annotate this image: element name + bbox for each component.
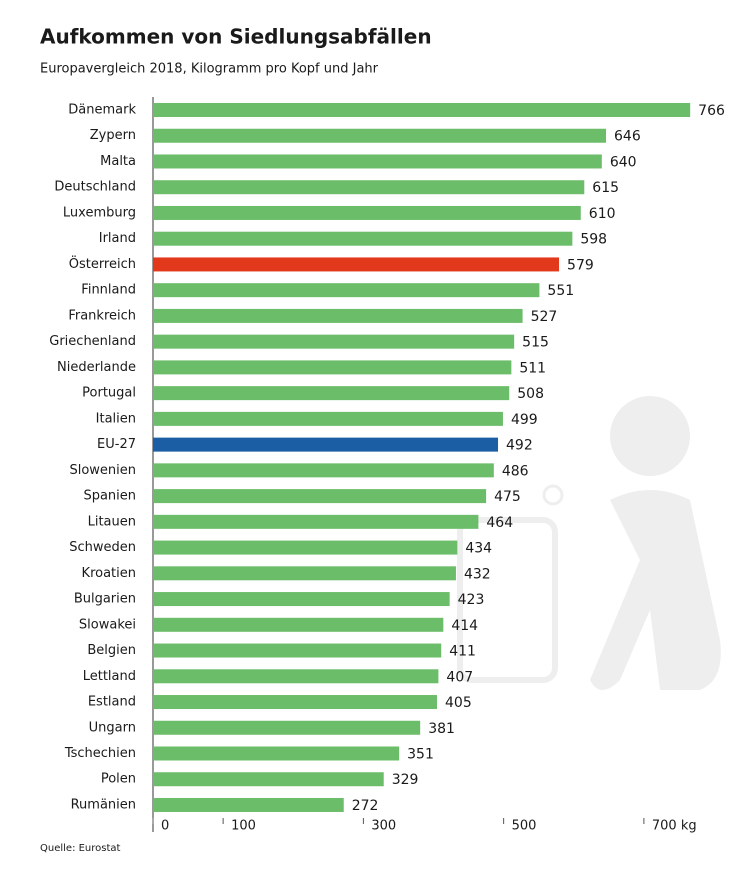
bar (153, 412, 503, 426)
bar (153, 644, 441, 658)
value-label: 434 (465, 541, 492, 557)
y-tick-label: Bulgarien (74, 592, 136, 607)
value-label: 511 (519, 360, 546, 376)
value-label: 640 (610, 154, 637, 170)
y-tick-label: EU-27 (97, 437, 136, 452)
y-tick-label: Zypern (90, 128, 136, 143)
value-label: 551 (547, 283, 574, 299)
value-label: 407 (446, 669, 473, 685)
y-tick-label: Irland (99, 231, 136, 246)
bar (153, 283, 539, 297)
y-tick-label: Belgien (87, 643, 136, 658)
bar (153, 360, 511, 374)
y-tick-label: Slowakei (79, 617, 136, 632)
y-tick-label: Luxemburg (63, 205, 136, 220)
x-tick-label: 500 (512, 819, 537, 834)
bar (153, 592, 450, 606)
bar (153, 232, 572, 246)
bar (153, 309, 523, 323)
x-tick-label: 700 kg (652, 819, 697, 834)
y-tick-label: Ungarn (89, 720, 136, 735)
value-label: 499 (511, 412, 538, 428)
bar (153, 618, 443, 632)
y-tick-label: Spanien (83, 489, 136, 504)
y-tick-label: Italien (96, 411, 136, 426)
value-label: 475 (494, 489, 521, 505)
chart-title: Aufkommen von Siedlungsabfällen (40, 25, 432, 49)
value-label: 272 (352, 798, 379, 814)
value-label: 351 (407, 747, 434, 763)
value-label: 381 (428, 721, 455, 737)
value-label: 515 (522, 335, 549, 351)
bar (153, 747, 399, 761)
x-tick-label: 0 (161, 819, 169, 834)
bar (153, 154, 602, 168)
y-tick-label: Frankreich (68, 308, 136, 323)
y-tick-label: Finnland (81, 283, 136, 298)
value-label: 646 (614, 129, 641, 145)
value-label: 411 (449, 644, 476, 660)
bar (153, 515, 478, 529)
bar (153, 103, 690, 117)
value-label: 766 (698, 103, 725, 119)
value-label: 414 (451, 618, 478, 634)
value-label: 423 (458, 592, 485, 608)
y-tick-label: Polen (101, 772, 136, 787)
value-label: 508 (517, 386, 544, 402)
bar (153, 463, 494, 477)
y-tick-label: Deutschland (54, 180, 136, 195)
value-label: 405 (445, 695, 472, 711)
y-tick-label: Litauen (88, 514, 136, 529)
bar (153, 129, 606, 143)
bar (153, 206, 581, 220)
x-tick-label: 300 (371, 819, 396, 834)
value-label: 598 (580, 232, 607, 248)
value-label: 464 (486, 515, 513, 531)
y-tick-label: Malta (100, 154, 136, 169)
bar (153, 541, 457, 555)
y-tick-label: Schweden (69, 540, 136, 555)
y-tick-label: Slowenien (69, 463, 136, 478)
y-tick-label: Österreich (69, 255, 136, 272)
bar (153, 669, 438, 683)
x-tick-label: 100 (231, 819, 256, 834)
bar (153, 438, 498, 452)
value-label: 486 (502, 463, 529, 479)
value-label: 329 (392, 772, 419, 788)
y-tick-label: Estland (88, 695, 136, 710)
source: Quelle: Eurostat (40, 843, 121, 854)
value-label: 610 (589, 206, 616, 222)
chart: Aufkommen von Siedlungsabfällen Europave… (0, 0, 747, 865)
y-tick-label: Dänemark (68, 103, 136, 118)
value-label: 432 (464, 566, 491, 582)
value-label: 615 (592, 180, 619, 196)
y-tick-label: Portugal (82, 386, 136, 401)
bar (153, 386, 509, 400)
value-label: 579 (567, 257, 594, 273)
bar (153, 257, 559, 271)
bar (153, 721, 420, 735)
y-tick-label: Griechenland (49, 334, 136, 349)
y-tick-label: Lettland (83, 669, 136, 684)
background-icon (460, 396, 721, 690)
y-tick-label: Rumänien (71, 797, 136, 812)
value-label: 492 (506, 438, 533, 454)
y-tick-label: Niederlande (57, 360, 136, 375)
y-tick-label: Kroatien (82, 566, 136, 581)
bar (153, 180, 584, 194)
y-tick-label: Tschechien (64, 746, 136, 761)
bar (153, 489, 486, 503)
chart-subtitle: Europavergleich 2018, Kilogramm pro Kopf… (40, 62, 379, 77)
value-label: 527 (531, 309, 558, 325)
bar (153, 695, 437, 709)
bar (153, 335, 514, 349)
bar (153, 772, 384, 786)
bar (153, 798, 344, 812)
bar (153, 566, 456, 580)
